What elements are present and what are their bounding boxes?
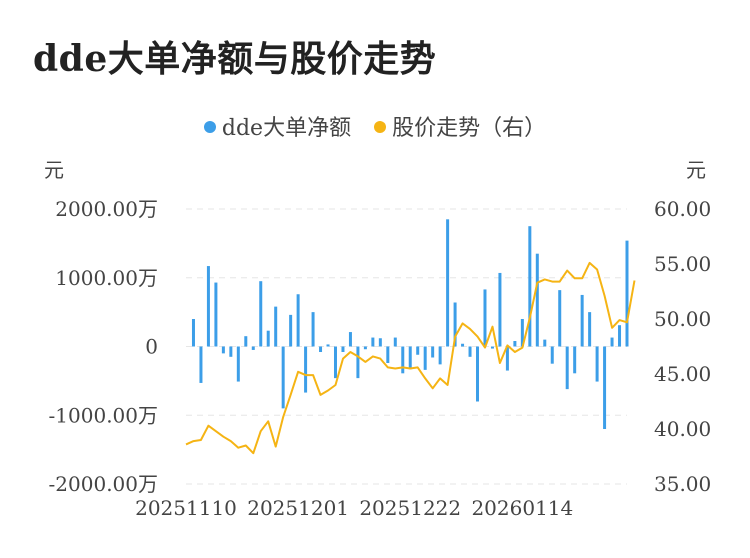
right-tick-label: 35.00 xyxy=(654,472,711,496)
dde-bar xyxy=(528,226,532,347)
dde-bar xyxy=(221,346,225,354)
dde-bar xyxy=(618,325,622,347)
price-line xyxy=(185,261,636,455)
dde-bar xyxy=(513,341,517,347)
dde-bar xyxy=(274,306,278,347)
legend-marker-price xyxy=(374,121,387,133)
dde-bar xyxy=(498,272,502,347)
dde-bar xyxy=(446,219,450,347)
dde-bar xyxy=(311,312,315,347)
right-tick-label: 50.00 xyxy=(654,307,711,331)
right-tick-label: 45.00 xyxy=(654,362,711,386)
chart-legend: dde大单净额 股价走势（右） xyxy=(0,110,750,142)
dde-bar xyxy=(438,346,442,365)
dde-bar xyxy=(505,346,509,371)
dde-bar xyxy=(625,240,629,347)
legend-label-dde: dde大单净额 xyxy=(221,116,352,141)
left-tick-label: -2000.00万 xyxy=(49,472,158,496)
right-axis-unit: 元 xyxy=(686,158,706,182)
left-tick-label: -1000.00万 xyxy=(49,403,158,427)
right-tick-label: 40.00 xyxy=(654,417,711,441)
dde-bar xyxy=(535,253,539,347)
dde-bar xyxy=(520,319,524,347)
dde-bar xyxy=(543,339,547,347)
dde-bar xyxy=(558,290,562,347)
dde-bar xyxy=(281,346,285,409)
legend-item-price[interactable]: 股价走势（右） xyxy=(374,110,546,142)
legend-label-price: 股价走势（右） xyxy=(392,116,547,141)
dde-bar xyxy=(490,346,494,349)
dde-bar xyxy=(416,346,420,355)
dde-bar xyxy=(214,282,218,347)
chart-title: dde大单净额与股价走势 xyxy=(33,38,437,80)
legend-marker-dde xyxy=(203,121,216,133)
x-tick-label: 20251222 xyxy=(359,496,461,520)
dde-bar xyxy=(468,346,472,357)
dde-bar xyxy=(565,346,569,390)
dde-bar xyxy=(199,346,203,383)
dde-bar xyxy=(333,346,337,379)
dde-bar xyxy=(401,346,405,374)
dde-bar xyxy=(550,346,554,364)
dde-bar xyxy=(461,343,465,347)
dde-bar xyxy=(341,346,345,352)
left-tick-label: 2000.00万 xyxy=(55,197,158,221)
dde-bar xyxy=(588,312,592,347)
dde-bar xyxy=(348,332,352,347)
dde-bar xyxy=(595,346,599,382)
right-tick-label: 60.00 xyxy=(654,197,711,221)
dde-bar xyxy=(431,346,435,358)
dde-bar xyxy=(371,337,375,347)
dde-bar xyxy=(573,346,577,374)
dde-bar xyxy=(363,346,367,350)
dde-bar xyxy=(483,289,487,347)
dde-bar xyxy=(319,346,323,352)
dde-bar xyxy=(206,266,210,347)
dde-bar xyxy=(453,302,457,347)
dde-bar xyxy=(296,294,300,347)
left-tick-label: 0 xyxy=(145,335,158,359)
dde-bar xyxy=(289,314,293,347)
dde-bar xyxy=(386,346,390,363)
dde-bar xyxy=(244,336,248,347)
dde-bar xyxy=(229,346,233,357)
dde-bar xyxy=(266,330,270,347)
dde-bar xyxy=(236,346,240,382)
dde-bar xyxy=(191,319,195,347)
dde-bar xyxy=(580,294,584,347)
dde-bar xyxy=(423,346,427,370)
dde-bar xyxy=(408,346,412,370)
dde-bar xyxy=(393,337,397,347)
x-tick-label: 20251110 xyxy=(135,496,237,520)
left-tick-label: 1000.00万 xyxy=(55,266,158,290)
dde-bar xyxy=(610,337,614,347)
dde-bar xyxy=(603,346,607,429)
x-tick-label: 20260114 xyxy=(471,496,573,520)
dde-bar xyxy=(378,338,382,347)
dde-bar xyxy=(356,346,360,379)
dde-bar xyxy=(251,346,255,350)
legend-item-dde[interactable]: dde大单净额 xyxy=(203,110,352,142)
x-tick-label: 20251201 xyxy=(247,496,349,520)
right-tick-label: 55.00 xyxy=(654,252,711,276)
dde-bar xyxy=(304,346,308,393)
dde-bar xyxy=(326,344,330,347)
left-axis-unit: 元 xyxy=(44,158,64,182)
dde-bar xyxy=(259,281,263,347)
dde-bar xyxy=(476,346,480,402)
